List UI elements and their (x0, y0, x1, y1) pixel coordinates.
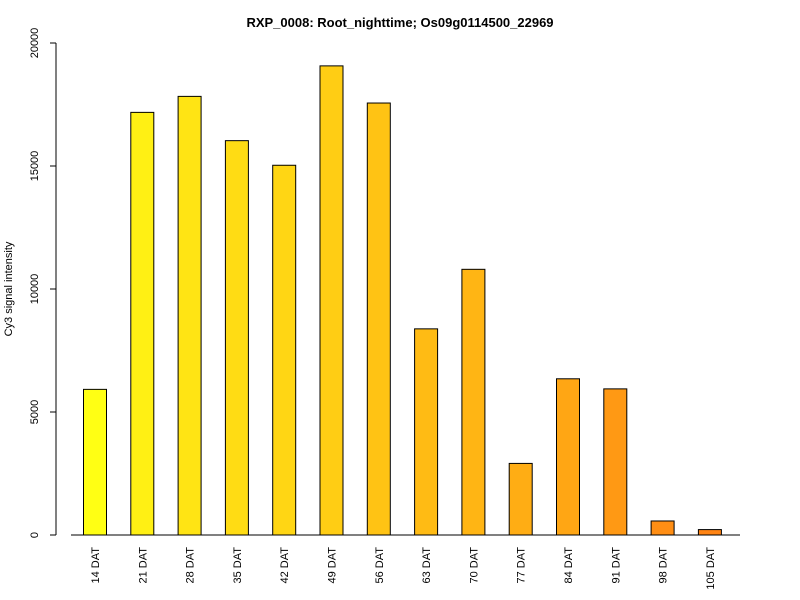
x-tick-label: 42 DAT (279, 547, 291, 584)
x-tick-label: 14 DAT (90, 547, 102, 584)
bar (556, 378, 580, 536)
bar (83, 388, 107, 536)
y-tick-label: 0 (29, 532, 41, 538)
bar (603, 388, 628, 536)
y-axis: 0 5000 10000 15000 20000 (29, 28, 57, 538)
bar (461, 268, 486, 536)
x-tick-label: 70 DAT (468, 547, 480, 584)
bars (83, 65, 722, 536)
bar (177, 95, 202, 536)
chart-title: RXP_0008: Root_nighttime; Os09g0114500_2… (246, 15, 553, 30)
bar (130, 111, 155, 536)
bar (319, 65, 344, 536)
x-axis: 14 DAT 21 DAT 28 DAT 35 DAT 42 DAT 49 DAT 56 D… (71, 534, 740, 590)
bar (272, 164, 297, 536)
x-tick-label: 35 DAT (232, 547, 244, 584)
x-tick-label: 77 DAT (516, 547, 528, 584)
bar (697, 529, 722, 536)
x-tick-label: 21 DAT (137, 547, 149, 584)
bar (224, 140, 249, 536)
x-tick-label: 84 DAT (563, 547, 575, 584)
y-axis-label: Cy3 signal intensity (3, 241, 15, 336)
y-tick-label: 15000 (29, 151, 41, 182)
x-tick-label: 63 DAT (421, 547, 433, 584)
x-tick-label: 91 DAT (610, 547, 622, 584)
bar (650, 520, 675, 536)
x-tick-label: 56 DAT (374, 547, 386, 584)
y-tick-label: 20000 (29, 28, 41, 59)
x-tick-label: 105 DAT (705, 547, 717, 590)
bar (508, 462, 533, 536)
y-tick-label: 5000 (29, 400, 41, 424)
x-tick-label: 28 DAT (185, 547, 197, 584)
x-tick-label: 49 DAT (327, 547, 339, 584)
y-tick-label: 10000 (29, 274, 41, 305)
bar (366, 102, 391, 536)
x-tick-label: 98 DAT (658, 547, 670, 584)
bar (414, 328, 439, 536)
